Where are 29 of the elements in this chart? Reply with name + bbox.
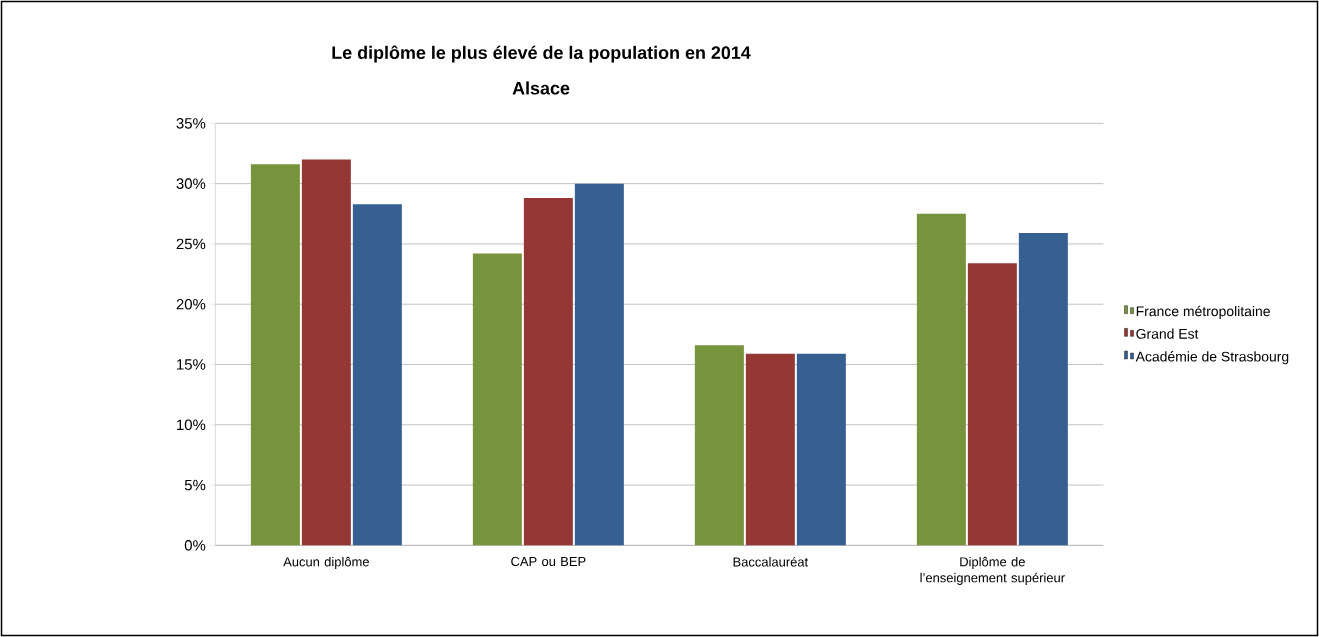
bar bbox=[967, 263, 1017, 546]
bar bbox=[694, 345, 744, 546]
y-tick-label: 25% bbox=[176, 238, 206, 250]
y-tick-label: 15% bbox=[177, 359, 206, 370]
x-tick-label: Aucun diplôme bbox=[283, 556, 369, 569]
bar bbox=[352, 204, 402, 546]
y-tick-label: 30% bbox=[176, 178, 206, 189]
legend-label: Académie de Strasbourg bbox=[1135, 351, 1289, 365]
y-tick-label: 10% bbox=[177, 419, 206, 431]
bar bbox=[1018, 233, 1068, 546]
y-tick-label: 5% bbox=[184, 479, 206, 491]
chart-title: Le diplôme le plus élevé de la population en 2014 bbox=[332, 45, 751, 63]
bar bbox=[916, 213, 966, 546]
bar bbox=[574, 183, 624, 546]
bar bbox=[745, 353, 795, 546]
x-tick-label: Baccalauréat bbox=[733, 556, 809, 567]
bar bbox=[523, 198, 573, 546]
x-tick-label: Diplôme de l’enseignement supérieur bbox=[920, 556, 1065, 585]
y-tick-label: 35% bbox=[176, 118, 206, 129]
x-tick-label: CAP ou BEP bbox=[511, 556, 586, 567]
bar bbox=[301, 159, 351, 546]
legend-label: France métropolitaine bbox=[1136, 305, 1270, 319]
y-tick-label: 0% bbox=[184, 540, 206, 551]
bar bbox=[472, 253, 522, 546]
chart-subtitle: Alsace bbox=[512, 81, 570, 95]
legend-label: Grand Est bbox=[1136, 328, 1199, 339]
bar bbox=[250, 164, 300, 546]
y-tick-label: 20% bbox=[176, 298, 206, 310]
bar bbox=[796, 353, 846, 546]
